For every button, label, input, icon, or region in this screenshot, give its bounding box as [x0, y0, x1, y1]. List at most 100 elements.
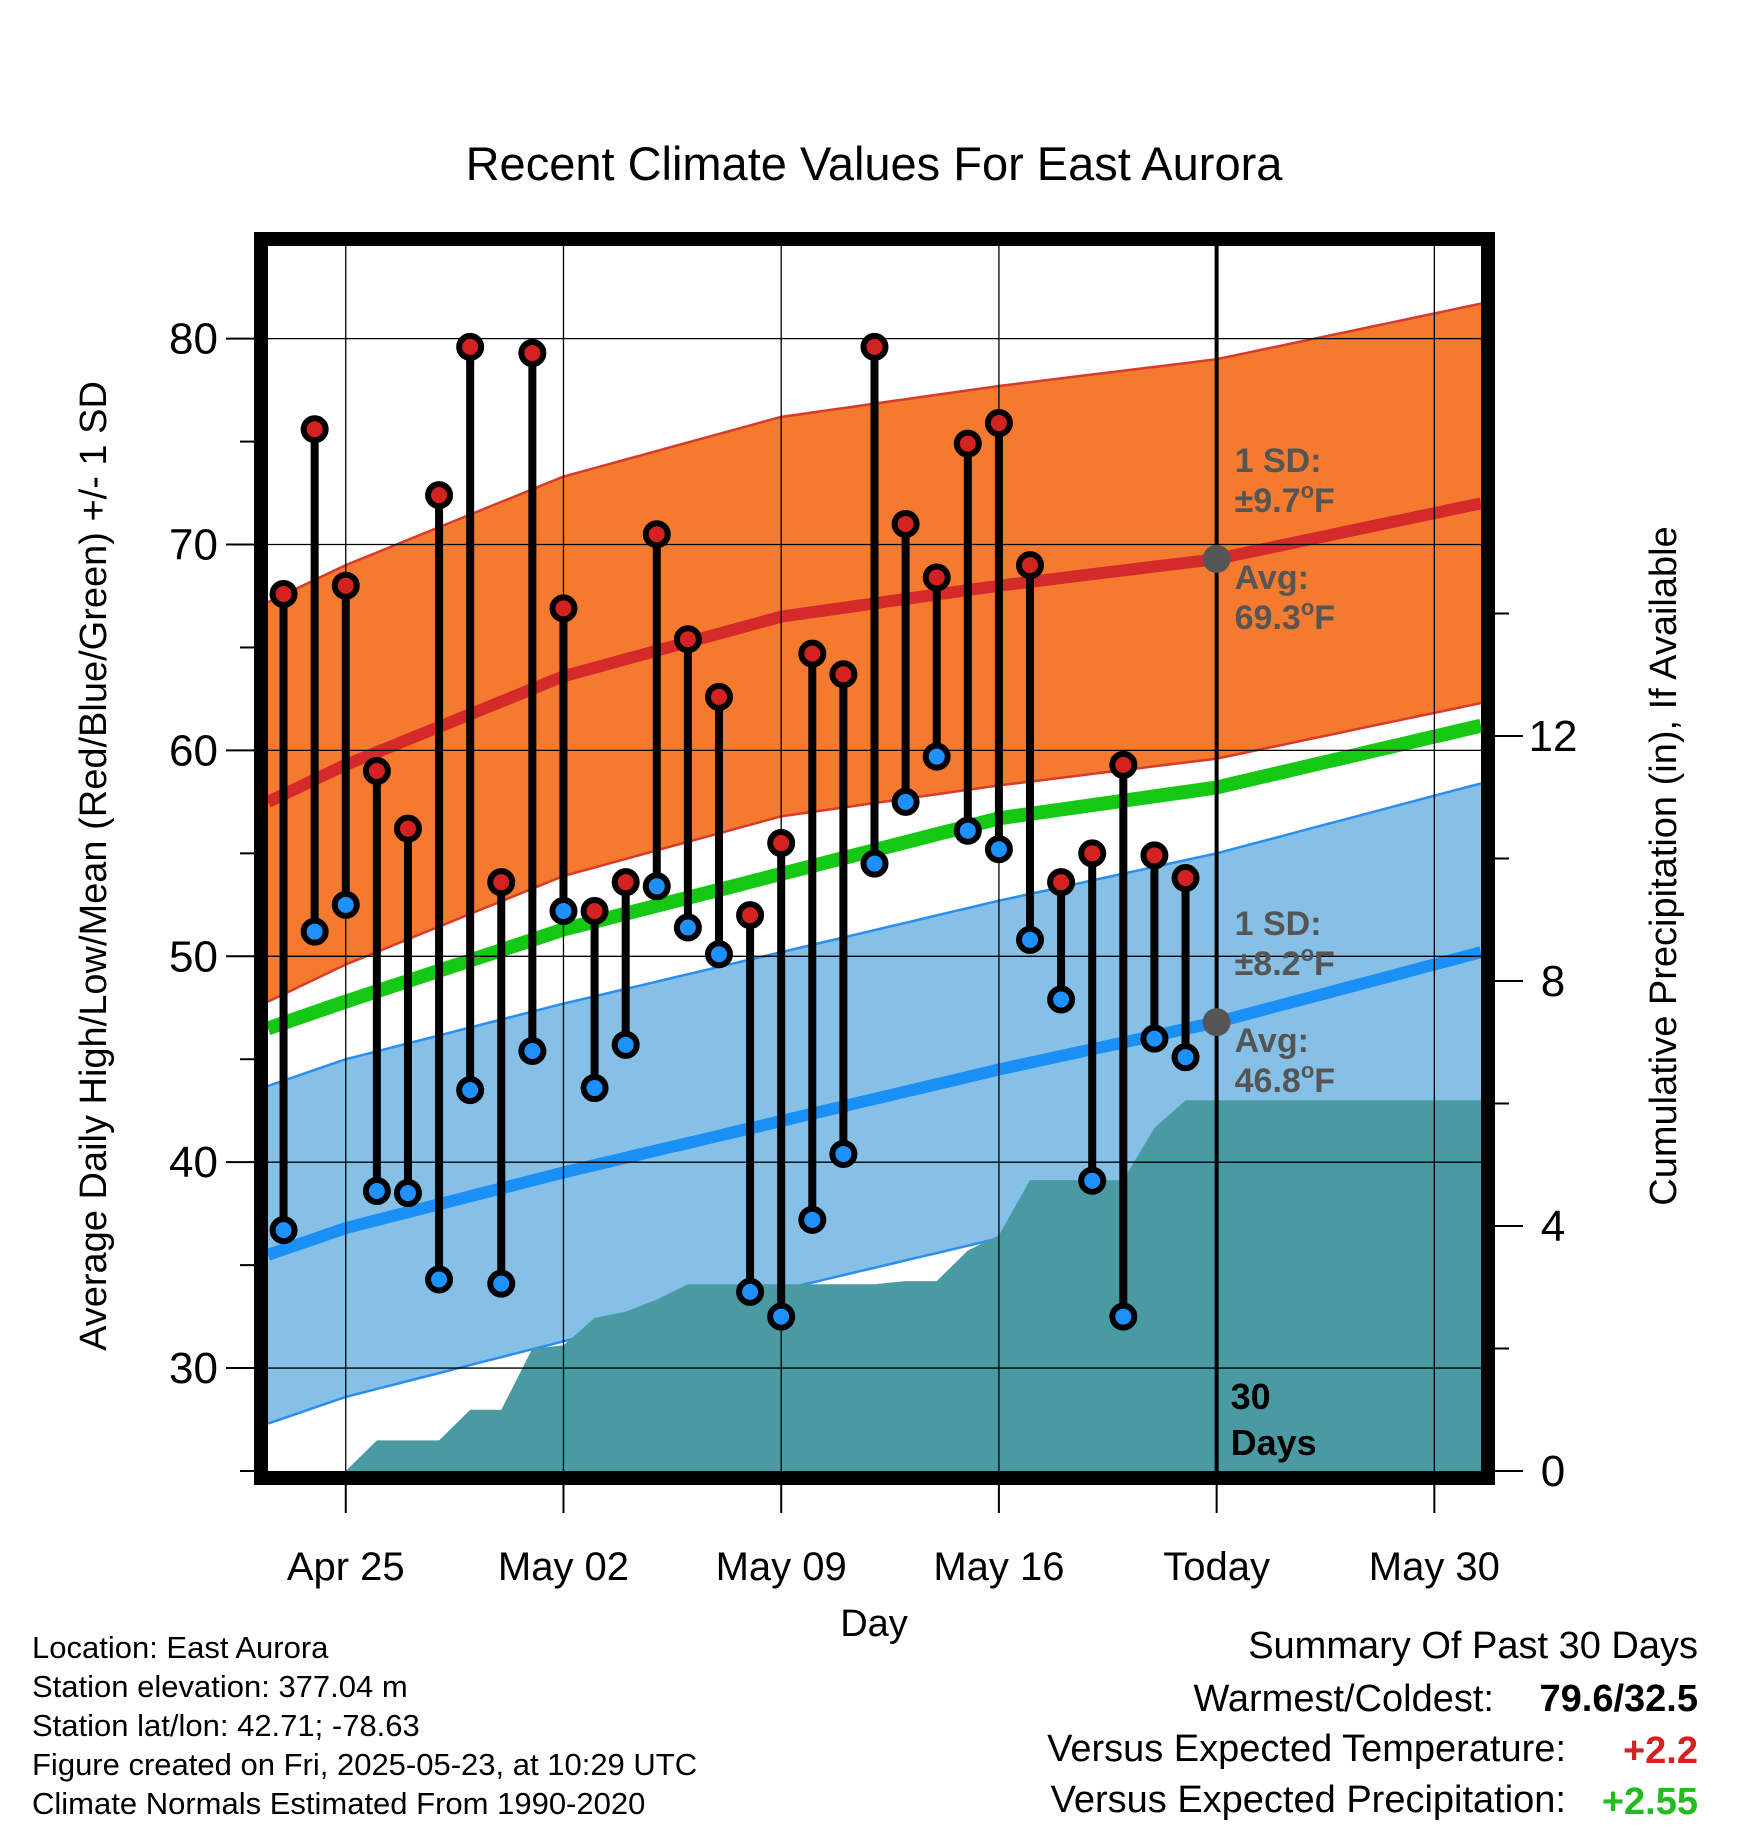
y2-tick-label: 4 — [1541, 1202, 1565, 1251]
low-marker — [922, 742, 951, 771]
low-marker — [456, 1076, 485, 1105]
summary-panel: Summary Of Past 30 Days Warmest/Coldest:… — [1047, 1625, 1698, 1823]
low-marker — [1171, 1043, 1200, 1072]
chart-title: Recent Climate Values For East Aurora — [466, 137, 1284, 190]
high-avg-value: 69.3oF — [1235, 595, 1335, 637]
low-marker — [1016, 925, 1045, 954]
low-marker — [860, 849, 889, 878]
y-tick-label: 70 — [169, 521, 218, 570]
low-marker — [1078, 1166, 1107, 1195]
precip-vs-expected-label: Versus Expected Precipitation: — [1051, 1779, 1566, 1821]
high-marker — [518, 339, 547, 368]
high-marker — [362, 757, 391, 785]
high-marker — [456, 332, 485, 361]
x-tick-label: Today — [1163, 1545, 1270, 1589]
y-tick-label: 50 — [169, 932, 218, 981]
high-marker — [704, 682, 733, 711]
high-marker — [829, 660, 858, 689]
high-sd-label: 1 SD: — [1235, 442, 1322, 480]
precip-area — [345, 1100, 1481, 1471]
low-marker — [487, 1269, 516, 1298]
low-marker — [829, 1139, 858, 1168]
climate-normals-source: Climate Normals Estimated From 1990-2020 — [32, 1786, 645, 1821]
high-avg-label: Avg: — [1235, 559, 1309, 597]
high-marker — [673, 625, 702, 654]
low-marker — [767, 1302, 796, 1331]
plot-area: 30 40 50 60 70 80 0 4 8 12 Apr 25 May 02 May 09 May 1… — [169, 232, 1578, 1589]
high-marker — [736, 901, 765, 930]
high-marker — [1109, 750, 1138, 779]
low-marker — [953, 816, 982, 845]
x-tick-label: May 09 — [716, 1545, 847, 1589]
low-marker — [269, 1216, 298, 1245]
y2-axis-label: Cumulative Precipitation (in), If Availa… — [1643, 526, 1685, 1205]
y2-tick-label: 8 — [1541, 957, 1565, 1006]
high-marker — [860, 332, 889, 361]
low-avg-value: 46.8oF — [1235, 1058, 1335, 1100]
low-marker — [549, 897, 578, 925]
high-marker — [1140, 841, 1169, 870]
low-marker — [673, 913, 702, 942]
y2-tick-label: 12 — [1529, 712, 1578, 761]
high-marker — [269, 579, 298, 608]
y-tick-label: 40 — [169, 1138, 218, 1187]
low-marker — [736, 1277, 765, 1306]
window-label-number: 30 — [1231, 1376, 1271, 1417]
station-elevation: Station elevation: 377.04 m — [32, 1669, 408, 1704]
x-axis-label: Day — [840, 1603, 908, 1645]
high-sd-value: ±9.7oF — [1235, 478, 1335, 520]
low-marker — [1140, 1024, 1169, 1053]
y-tick-label: 60 — [169, 726, 218, 775]
temp-vs-expected-label: Versus Expected Temperature: — [1047, 1728, 1566, 1770]
warm-cold-label: Warmest/Coldest: — [1193, 1678, 1494, 1720]
low-marker — [331, 890, 360, 919]
high-marker — [953, 429, 982, 458]
today-high-avg-dot — [1202, 544, 1231, 573]
low-marker — [798, 1205, 827, 1234]
low-marker — [1109, 1302, 1138, 1331]
y-tick-label: 80 — [169, 315, 218, 364]
today-low-avg-dot — [1202, 1008, 1231, 1037]
low-marker — [984, 835, 1013, 864]
high-marker — [580, 897, 609, 925]
high-marker — [642, 520, 671, 549]
low-normal-line — [268, 946, 1481, 1261]
low-marker — [1047, 985, 1076, 1014]
low-marker — [518, 1037, 547, 1065]
y2-tick-label: 0 — [1541, 1447, 1565, 1496]
high-marker — [798, 639, 827, 668]
station-location: Location: East Aurora — [32, 1630, 329, 1665]
plot-frame — [254, 232, 1495, 1485]
low-sd-value: ±8.2oF — [1235, 941, 1335, 983]
x-tick-label: Apr 25 — [287, 1545, 405, 1589]
low-marker — [393, 1179, 422, 1208]
figure-created: Figure created on Fri, 2025-05-23, at 10… — [32, 1747, 697, 1782]
summary-heading: Summary Of Past 30 Days — [1248, 1625, 1698, 1667]
low-avg-label: Avg: — [1235, 1022, 1309, 1060]
high-marker — [767, 829, 796, 858]
low-marker — [704, 940, 733, 969]
high-marker — [984, 409, 1013, 438]
high-marker — [300, 415, 329, 444]
high-marker — [922, 563, 951, 592]
x-tick-label: May 02 — [498, 1545, 629, 1589]
station-info: Location: East Aurora Station elevation:… — [32, 1630, 697, 1821]
station-latlon: Station lat/lon: 42.71; -78.63 — [32, 1708, 420, 1743]
low-marker — [580, 1074, 609, 1103]
high-marker — [331, 571, 360, 600]
low-marker — [300, 917, 329, 946]
low-sd-label: 1 SD: — [1235, 905, 1322, 943]
low-marker — [611, 1030, 640, 1059]
x-tick-label: May 30 — [1369, 1545, 1500, 1589]
precip-vs-expected-value: +2.55 — [1602, 1781, 1698, 1823]
high-marker — [891, 509, 920, 538]
high-marker — [1078, 839, 1107, 868]
low-marker — [891, 787, 920, 816]
high-marker — [549, 594, 578, 623]
high-marker — [1047, 868, 1076, 897]
high-marker — [1016, 551, 1045, 580]
window-label-days: Days — [1231, 1422, 1317, 1463]
high-marker — [487, 868, 516, 897]
warm-cold-value: 79.6/32.5 — [1540, 1678, 1698, 1720]
